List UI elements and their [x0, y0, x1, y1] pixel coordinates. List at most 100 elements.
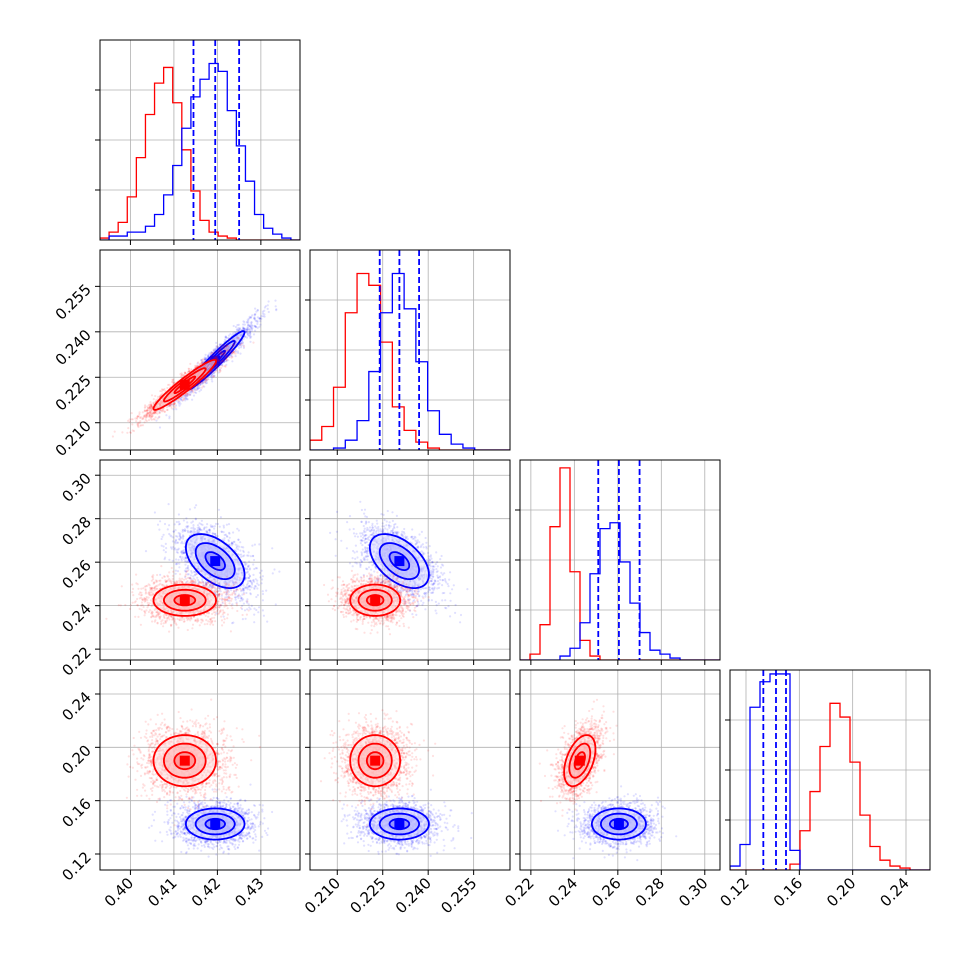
scatter-point [131, 423, 134, 426]
scatter-point [254, 307, 257, 310]
scatter-point [250, 327, 253, 331]
scatter-point [252, 563, 255, 566]
scatter-point [246, 323, 250, 327]
scatter-point [216, 522, 220, 526]
scatter-point [222, 357, 225, 360]
scatter-point [246, 588, 249, 591]
scatter-point [237, 596, 240, 600]
scatter-point [211, 372, 214, 375]
scatter-point [172, 408, 175, 411]
scatter-point [242, 320, 245, 323]
scatter-point [242, 344, 245, 347]
scatter-point [228, 355, 231, 358]
scatter-point [173, 381, 176, 384]
scatter-point [256, 594, 259, 597]
scatter-point [242, 561, 245, 564]
scatter-point [213, 374, 216, 378]
scatter-point [231, 360, 234, 363]
scatter-point [213, 527, 216, 530]
scatter-point [212, 348, 215, 351]
scatter-point [164, 542, 167, 546]
scatter-point [199, 383, 202, 386]
scatter-point [214, 533, 217, 536]
scatter-point [195, 388, 198, 391]
scatter-point [253, 316, 256, 319]
scatter-point [215, 347, 218, 350]
scatter-point [258, 325, 261, 328]
scatter-point [245, 328, 248, 331]
scatter-point [132, 429, 136, 433]
scatter-point [152, 402, 155, 405]
scatter-point [225, 523, 228, 526]
scatter-point [189, 393, 192, 396]
scatter-point [181, 399, 184, 402]
scatter-point [207, 355, 210, 358]
scatter-point [218, 351, 221, 354]
scatter-point [189, 574, 192, 577]
scatter-point [242, 328, 245, 331]
scatter-point [188, 393, 191, 396]
scatter-point [271, 572, 274, 575]
scatter-point [201, 382, 204, 385]
scatter-point [156, 417, 159, 420]
diag-panel-0 [95, 39, 301, 245]
scatter-point [168, 524, 171, 527]
diag-panel-1 [305, 249, 511, 455]
scatter-point [204, 382, 207, 385]
scatter-point [212, 356, 215, 359]
scatter-point [222, 346, 225, 349]
scatter-point [234, 355, 237, 358]
scatter-point [249, 340, 252, 343]
scatter-point [243, 345, 246, 348]
scatter-point [184, 371, 187, 374]
scatter-point [200, 386, 204, 389]
scatter-point [195, 391, 198, 394]
scatter-point [244, 617, 247, 620]
scatter-point [200, 388, 203, 391]
scatter-point [258, 317, 261, 320]
scatter-point [275, 308, 278, 311]
scatter-point [242, 337, 245, 340]
scatter-point [230, 356, 233, 359]
scatter-point [205, 381, 208, 385]
scatter-point [154, 416, 157, 419]
scatter-point [193, 388, 196, 391]
scatter-point [237, 327, 240, 330]
scatter-point [224, 351, 227, 354]
scatter-point [224, 335, 227, 338]
scatter-point [254, 312, 257, 316]
scatter-point [237, 323, 240, 326]
scatter-point [246, 318, 249, 321]
scatter-point [239, 541, 242, 544]
scatter-point [188, 508, 192, 511]
scatter-point [187, 564, 190, 568]
scatter-point [205, 356, 208, 359]
scatter-point [253, 313, 256, 316]
scatter-point [217, 354, 220, 358]
scatter-point [237, 351, 240, 354]
scatter-point [232, 621, 235, 624]
scatter-point [251, 314, 254, 317]
scatter-point [189, 390, 192, 393]
scatter-point [242, 327, 245, 330]
scatter-point [248, 332, 251, 335]
scatter-point [232, 324, 235, 328]
red-contours [152, 359, 218, 411]
scatter-point [253, 325, 257, 328]
scatter-point [168, 417, 171, 420]
scatter-point [255, 310, 258, 313]
scatter-point [261, 609, 264, 612]
scatter-point [236, 527, 239, 530]
scatter-point [210, 374, 213, 377]
scatter-point [198, 384, 201, 387]
scatter-point [229, 333, 232, 336]
scatter-point [237, 329, 240, 332]
scatter-point [191, 398, 194, 401]
scatter-point [181, 399, 184, 402]
scatter-point [216, 345, 219, 348]
scatter-point [185, 395, 189, 398]
scatter-point [274, 305, 277, 308]
scatter-point [243, 321, 246, 324]
scatter-point [213, 374, 216, 377]
scatter-point [250, 323, 253, 326]
